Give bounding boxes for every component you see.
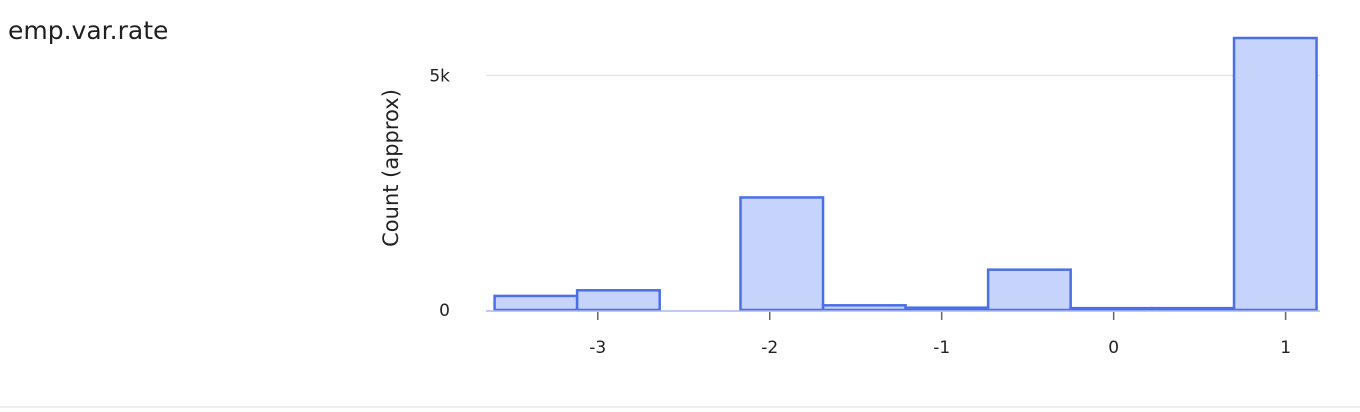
x-tick-label: -2 [761, 338, 778, 358]
y-axis-label: Count (approx) [379, 89, 403, 247]
histogram-bar[interactable] [821, 304, 907, 312]
histogram-bar[interactable] [493, 294, 579, 312]
y-axis-ticks: 0 5k [429, 67, 450, 321]
y-tick-label: 5k [429, 67, 450, 87]
x-axis-ticks: -3 -2 -1 0 1 [589, 312, 1291, 358]
x-tick-label: 1 [1280, 338, 1291, 358]
histogram-bar[interactable] [575, 289, 661, 312]
x-tick-label: -1 [933, 338, 950, 358]
histogram-bar[interactable] [986, 268, 1072, 312]
field-title: emp.var.rate [8, 16, 169, 45]
histogram-bar[interactable] [904, 306, 990, 312]
histogram-bar[interactable] [1069, 306, 1153, 312]
histogram-bars [493, 36, 1318, 312]
x-tick-label: -3 [589, 338, 606, 358]
histogram-bar[interactable] [739, 196, 825, 312]
y-tick-label: 0 [439, 301, 450, 321]
histogram-bar[interactable] [1232, 36, 1318, 312]
section-divider [0, 406, 1360, 408]
histogram-bar[interactable] [1150, 306, 1236, 312]
x-tick-label: 0 [1108, 338, 1119, 358]
